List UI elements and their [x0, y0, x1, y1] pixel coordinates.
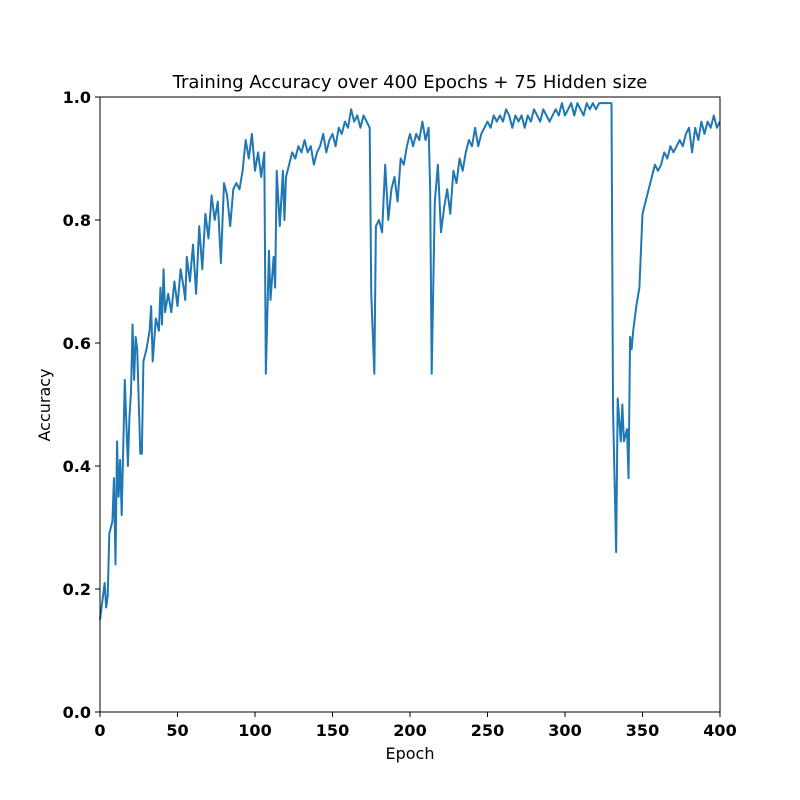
line [99, 102, 721, 620]
y-tick-label: 0.6 [63, 334, 91, 353]
x-tick-label: 0 [94, 721, 105, 740]
y-tick-label: 0.2 [63, 580, 91, 599]
x-tick-label: 300 [548, 721, 581, 740]
y-tick-label: 0.4 [63, 457, 91, 476]
x-tick-label: 150 [316, 721, 349, 740]
x-tick-label: 350 [626, 721, 659, 740]
chart-title: Training Accuracy over 400 Epochs + 75 H… [172, 72, 648, 93]
x-tick-label: 200 [393, 721, 426, 740]
y-axis-label: Accuracy [35, 368, 54, 441]
y-tick-label: 1.0 [63, 88, 91, 107]
x-tick-label: 50 [166, 721, 188, 740]
x-axis-label: Epoch [386, 744, 435, 763]
x-tick-label: 400 [703, 721, 736, 740]
x-tick-label: 250 [471, 721, 504, 740]
x-tick-label: 100 [238, 721, 271, 740]
y-tick-label: 0.8 [63, 211, 91, 230]
plot-frame [99, 96, 721, 713]
y-tick-label: 0.0 [63, 703, 91, 722]
